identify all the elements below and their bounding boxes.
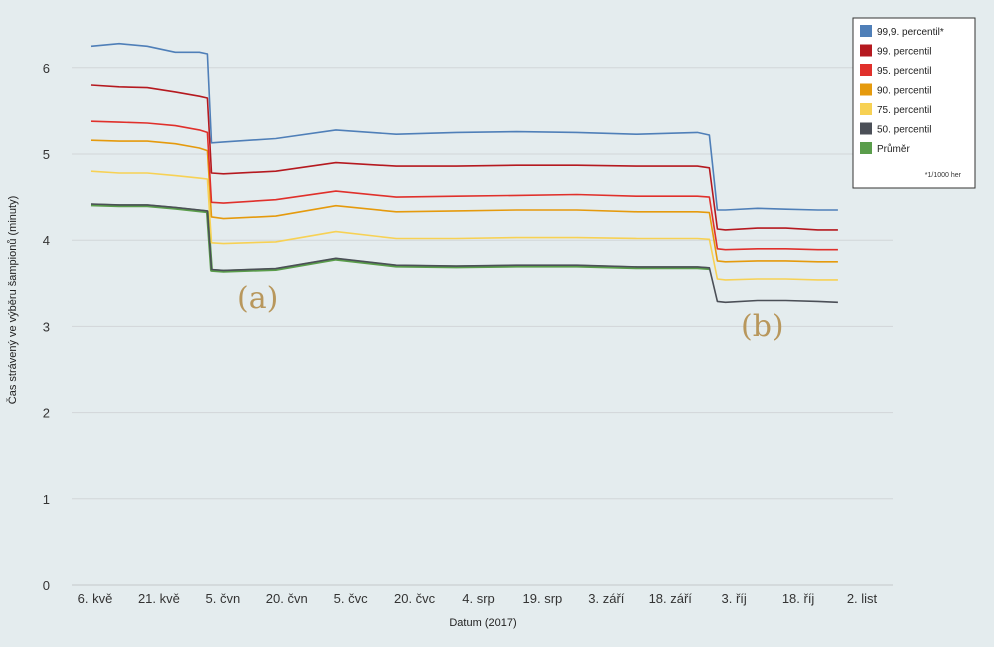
x-tick-label: 3. září bbox=[588, 591, 625, 606]
annotation-a: (a) bbox=[237, 281, 278, 316]
y-tick-label: 3 bbox=[43, 319, 50, 334]
legend-swatch bbox=[860, 103, 872, 115]
x-tick-label: 21. kvě bbox=[138, 591, 180, 606]
legend-box bbox=[852, 17, 976, 189]
y-tick-label: 5 bbox=[43, 147, 50, 162]
series-line bbox=[90, 84, 838, 231]
legend-label: 75. percentil bbox=[877, 105, 931, 116]
x-tick-label: 18. říj bbox=[782, 591, 815, 606]
x-tick-labels: 6. kvě 21. kvě 5. čvn 20. čvn 5. čvc 20. čvc 4… bbox=[78, 591, 878, 606]
legend: 99,9. percentil* 99. percentil 95. percent… bbox=[852, 17, 976, 189]
x-tick-label: 20. čvn bbox=[266, 591, 308, 606]
x-tick-label: 20. čvc bbox=[394, 591, 436, 606]
y-tick-label: 6 bbox=[43, 61, 50, 76]
legend-note: *1/1000 her bbox=[925, 172, 962, 179]
x-tick-label: 3. říj bbox=[722, 591, 747, 606]
y-axis-title: Čas strávený ve výběru šampionů (minuty) bbox=[6, 196, 19, 404]
y-tick-label: 4 bbox=[43, 233, 50, 248]
x-tick-label: 5. čvn bbox=[205, 591, 240, 606]
x-tick-label: 6. kvě bbox=[78, 591, 113, 606]
legend-swatch bbox=[860, 83, 872, 96]
series-line bbox=[90, 42, 838, 211]
y-tick-label: 0 bbox=[43, 578, 50, 593]
legend-swatch bbox=[860, 25, 872, 37]
series-line bbox=[90, 203, 838, 304]
x-tick-label: 5. čvc bbox=[334, 591, 368, 606]
x-tick-label: 2. list bbox=[847, 591, 878, 606]
series-line bbox=[90, 170, 838, 281]
legend-label: Průměr bbox=[877, 143, 910, 155]
y-tick-label: 1 bbox=[43, 492, 50, 507]
series-line bbox=[90, 139, 838, 263]
legend-label: 99,9. percentil* bbox=[877, 27, 944, 38]
legend-items: 99,9. percentil* 99. percentil 95. percent… bbox=[860, 25, 944, 155]
x-tick-label: 4. srp bbox=[462, 591, 495, 606]
x-tick-label: 19. srp bbox=[523, 591, 563, 606]
y-tick-labels: 0 1 2 3 4 5 6 bbox=[43, 61, 50, 593]
legend-swatch bbox=[860, 122, 872, 135]
legend-swatch bbox=[860, 64, 872, 76]
legend-label: 99. percentil bbox=[877, 47, 931, 58]
x-tick-label: 18. září bbox=[649, 591, 693, 606]
annotation-b: (b) bbox=[741, 309, 784, 344]
legend-label: 95. percentil bbox=[877, 66, 931, 77]
legend-label: 90. percentil bbox=[877, 86, 931, 97]
legend-swatch bbox=[860, 142, 872, 154]
legend-label: 50. percentil bbox=[877, 125, 931, 136]
series-lines bbox=[90, 42, 838, 304]
series-line bbox=[90, 203, 710, 273]
y-tick-label: 2 bbox=[43, 406, 50, 421]
legend-swatch bbox=[860, 44, 872, 57]
x-axis-title: Datum (2017) bbox=[449, 617, 516, 629]
series-line bbox=[90, 120, 838, 251]
